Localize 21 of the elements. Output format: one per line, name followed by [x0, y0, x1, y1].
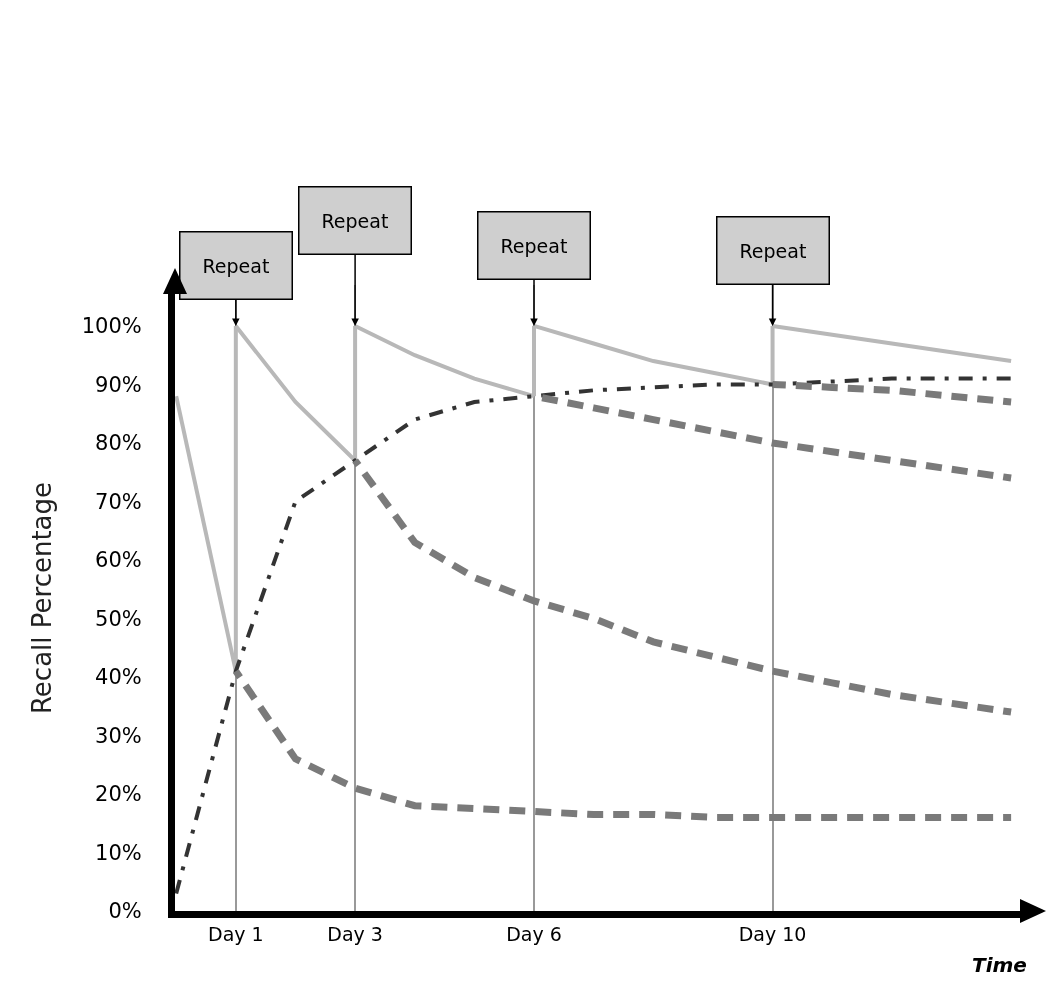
x-tick-label: Day 3 [327, 922, 383, 945]
y-tick-label: 70% [95, 489, 142, 514]
annotation: Repeat [500, 234, 568, 257]
x-axis-title: Time [972, 953, 1027, 977]
y-tick-label: 40% [95, 665, 142, 690]
y-tick-label: 20% [95, 782, 142, 807]
y-tick-label: 100% [81, 314, 142, 339]
y-tick-label: 10% [95, 840, 142, 865]
y-tick-label: 30% [95, 723, 142, 748]
y-tick-label: 90% [95, 372, 142, 397]
y-tick-label: 80% [95, 431, 142, 456]
annotation: Repeat [739, 239, 807, 262]
y-tick-label: 0% [108, 899, 142, 924]
y-tick-label: 60% [95, 548, 142, 573]
x-tick-label: Day 6 [506, 922, 562, 945]
x-tick-label: Day 10 [738, 922, 807, 945]
x-tick-label: Day 1 [208, 922, 264, 945]
annotation: Repeat [321, 209, 389, 232]
annotation: Repeat [202, 254, 270, 277]
y-axis-title: Recall Percentage [27, 481, 58, 715]
y-tick-label: 50% [95, 606, 142, 631]
